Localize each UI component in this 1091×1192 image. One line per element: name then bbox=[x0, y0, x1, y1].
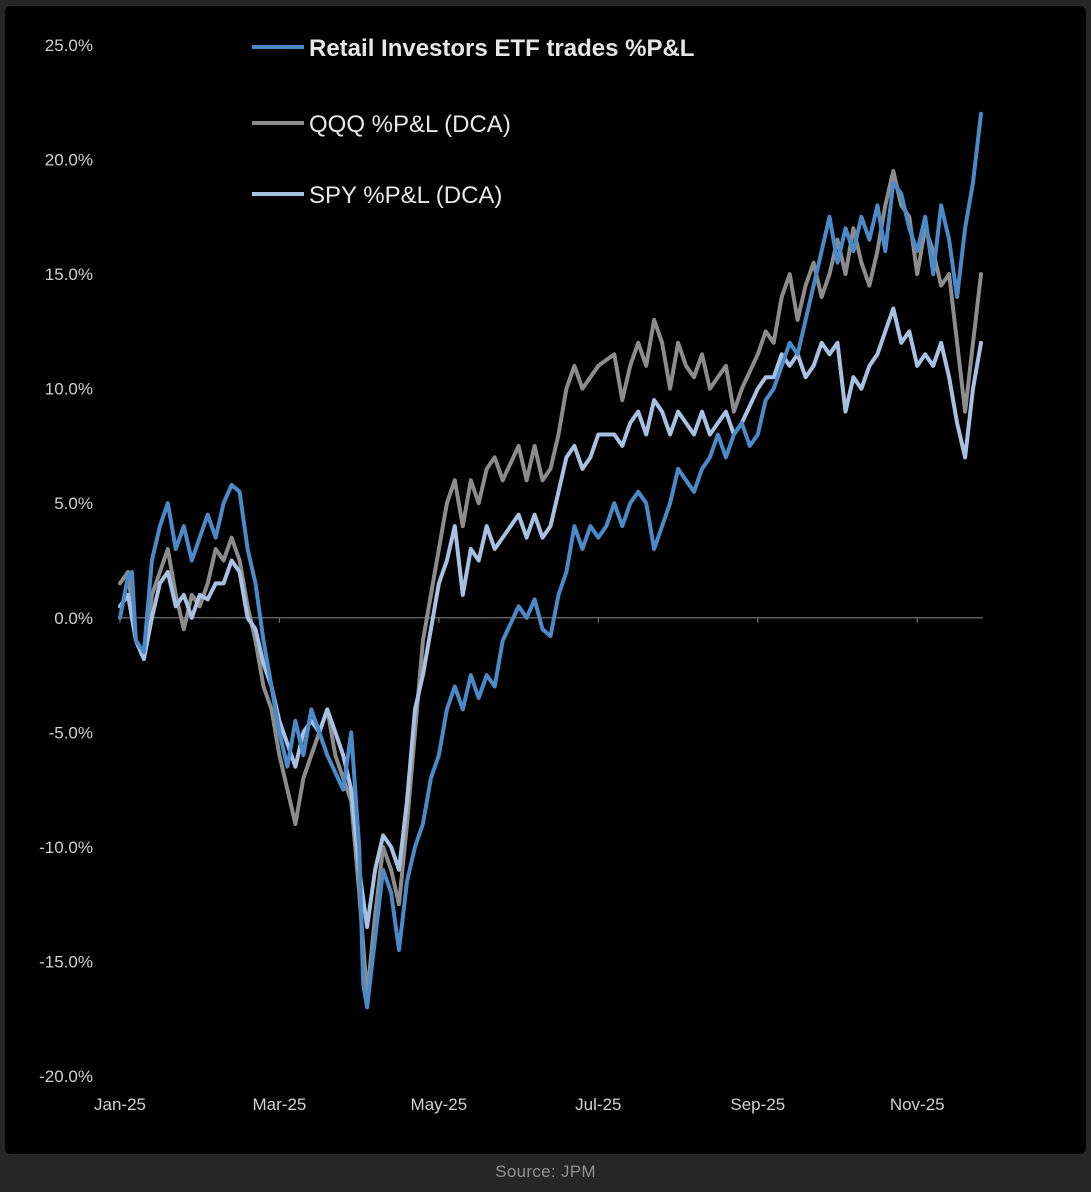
y-tick-label: 10.0% bbox=[45, 380, 93, 399]
x-tick-label: May-25 bbox=[411, 1095, 468, 1114]
x-tick-label: Jul-25 bbox=[575, 1095, 621, 1114]
y-tick-label: -5.0% bbox=[49, 723, 93, 742]
y-tick-label: -10.0% bbox=[39, 838, 93, 857]
axis-layer: 25.0% 20.0% 15.0% 10.0% 5.0% 0.0% -5.0% -10.0% -… bbox=[39, 36, 983, 1114]
series-layer bbox=[118, 111, 983, 1010]
x-tick-label: Jan-25 bbox=[94, 1095, 146, 1114]
legend-label: Retail Investors ETF trades %P&L bbox=[309, 35, 694, 62]
y-tick-label: -15.0% bbox=[39, 952, 93, 971]
y-tick-label: 0.0% bbox=[54, 609, 93, 628]
series-line-0 bbox=[118, 111, 983, 1010]
chart-frame: 25.0% 20.0% 15.0% 10.0% 5.0% 0.0% -5.0% -10.0% -… bbox=[5, 6, 1086, 1154]
series-line-2 bbox=[118, 306, 983, 930]
legend-label: QQQ %P&L (DCA) bbox=[309, 111, 511, 138]
y-tick-label: -20.0% bbox=[39, 1067, 93, 1086]
line-chart: 25.0% 20.0% 15.0% 10.0% 5.0% 0.0% -5.0% -10.0% -… bbox=[39, 35, 983, 1114]
x-tick-label: Sep-25 bbox=[730, 1095, 785, 1114]
source-caption: Source: JPM bbox=[495, 1162, 596, 1181]
series-line-1 bbox=[118, 169, 983, 998]
y-tick-label: 20.0% bbox=[45, 151, 93, 170]
x-tick-label: Nov-25 bbox=[890, 1095, 945, 1114]
y-tick-label: 15.0% bbox=[45, 265, 93, 284]
x-tick-label: Mar-25 bbox=[253, 1095, 307, 1114]
y-tick-label: 5.0% bbox=[54, 494, 93, 513]
legend: Retail Investors ETF trades %P&L QQQ %P&L… bbox=[252, 35, 694, 209]
legend-label: SPY %P&L (DCA) bbox=[309, 182, 502, 209]
y-tick-label: 25.0% bbox=[45, 36, 93, 55]
